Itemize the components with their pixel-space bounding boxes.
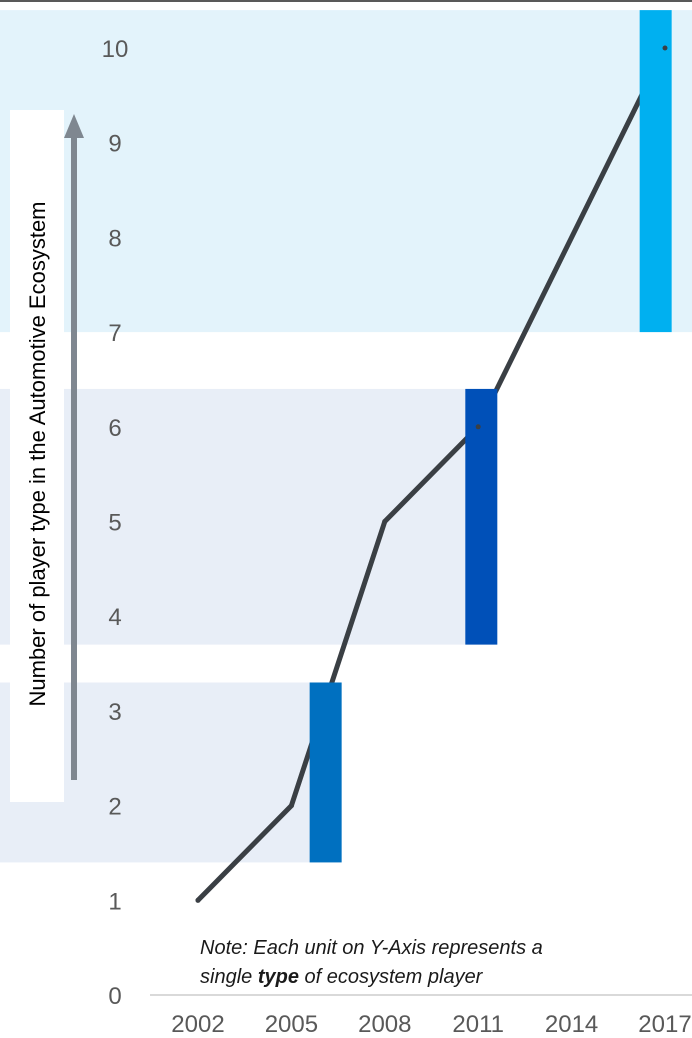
band-2 [0, 388, 497, 645]
note-line-2: single type of ecosystem player [200, 966, 484, 988]
x-tick-2008: 2008 [358, 1011, 411, 1038]
y-tick-labels: 0 1 2 3 4 5 6 7 8 9 10 [102, 36, 129, 1010]
x-tick-labels: 2002 2005 2008 2011 2014 2017 [171, 1011, 691, 1038]
y-tick-3: 3 [108, 699, 121, 726]
y-tick-1: 1 [108, 888, 121, 915]
y-tick-4: 4 [108, 604, 121, 631]
band-group [0, 10, 692, 863]
series-point-2017 [662, 45, 668, 51]
y-tick-8: 8 [108, 225, 121, 252]
band-3 [0, 10, 692, 333]
x-tick-2011: 2011 [452, 1011, 504, 1038]
note-bold-type: type [258, 966, 299, 988]
y-axis-arrow-head [64, 114, 84, 138]
highlight-bar-1 [309, 682, 342, 863]
highlight-bar-3 [639, 10, 672, 333]
y-tick-9: 9 [108, 131, 121, 158]
y-tick-6: 6 [108, 415, 121, 442]
series-point-2011 [475, 424, 481, 430]
note-line-2-start: single [200, 966, 258, 988]
y-tick-7: 7 [108, 320, 121, 347]
x-tick-2014: 2014 [545, 1011, 598, 1038]
highlight-bar-2 [465, 388, 498, 645]
series-point-2005 [288, 803, 294, 809]
x-tick-2002: 2002 [171, 1011, 224, 1038]
series-point-2002 [195, 897, 201, 903]
x-tick-2017: 2017 [638, 1011, 691, 1038]
note-line-1: Note: Each unit on Y-Axis represents a [200, 937, 543, 959]
series-points [195, 45, 668, 903]
y-tick-2: 2 [108, 794, 121, 821]
x-tick-2005: 2005 [265, 1011, 318, 1038]
y-tick-0: 0 [108, 983, 121, 1010]
y-axis-label-group: Number of player type in the Automotive … [10, 110, 84, 802]
note-line-2-end: of ecosystem player [299, 966, 484, 988]
y-tick-5: 5 [108, 510, 121, 537]
y-axis-label: Number of player type in the Automotive … [25, 201, 50, 706]
bar-group [309, 10, 672, 863]
y-axis-label-background [10, 110, 64, 802]
y-tick-10: 10 [102, 36, 129, 63]
series-point-2008 [382, 519, 388, 524]
